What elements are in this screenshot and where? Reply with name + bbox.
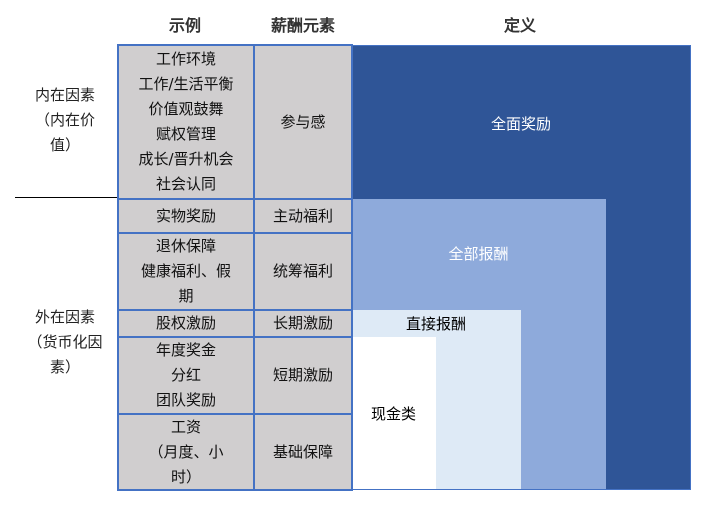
examples-cell: 年度奖金 分红 团队奖励 xyxy=(117,336,255,415)
header-definition: 定义 xyxy=(503,16,536,35)
element-cell: 长期激励 xyxy=(253,309,353,338)
examples-cell: 实物奖励 xyxy=(117,198,255,234)
intrinsic-label: 内在因素 （内在价 值） xyxy=(34,86,95,154)
header-element: 薪酬元素 xyxy=(270,16,335,35)
element-cell: 基础保障 xyxy=(253,413,353,491)
examples-cell: 退休保障 健康福利、假 期 xyxy=(117,232,255,311)
extrinsic-label: 外在因素 （货币化因 素） xyxy=(27,308,103,376)
cash-block xyxy=(351,337,436,489)
header-examples: 示例 xyxy=(168,16,201,35)
examples-cell: 股权激励 xyxy=(117,309,255,338)
direct-compensation-label: 直接报酬 xyxy=(405,315,466,333)
examples-cell: 工资 （月度、小 时） xyxy=(117,413,255,491)
cash-label: 现金类 xyxy=(370,405,416,423)
element-cell: 参与感 xyxy=(253,44,353,200)
total-rewards-label: 全面奖励 xyxy=(490,115,551,133)
total-compensation-label: 全部报酬 xyxy=(448,245,509,263)
element-cell: 主动福利 xyxy=(253,198,353,234)
element-cell: 统筹福利 xyxy=(253,232,353,311)
examples-cell: 工作环境 工作/生活平衡 价值观鼓舞 赋权管理 成长/晋升机会 社会认同 xyxy=(117,44,255,200)
element-cell: 短期激励 xyxy=(253,336,353,415)
